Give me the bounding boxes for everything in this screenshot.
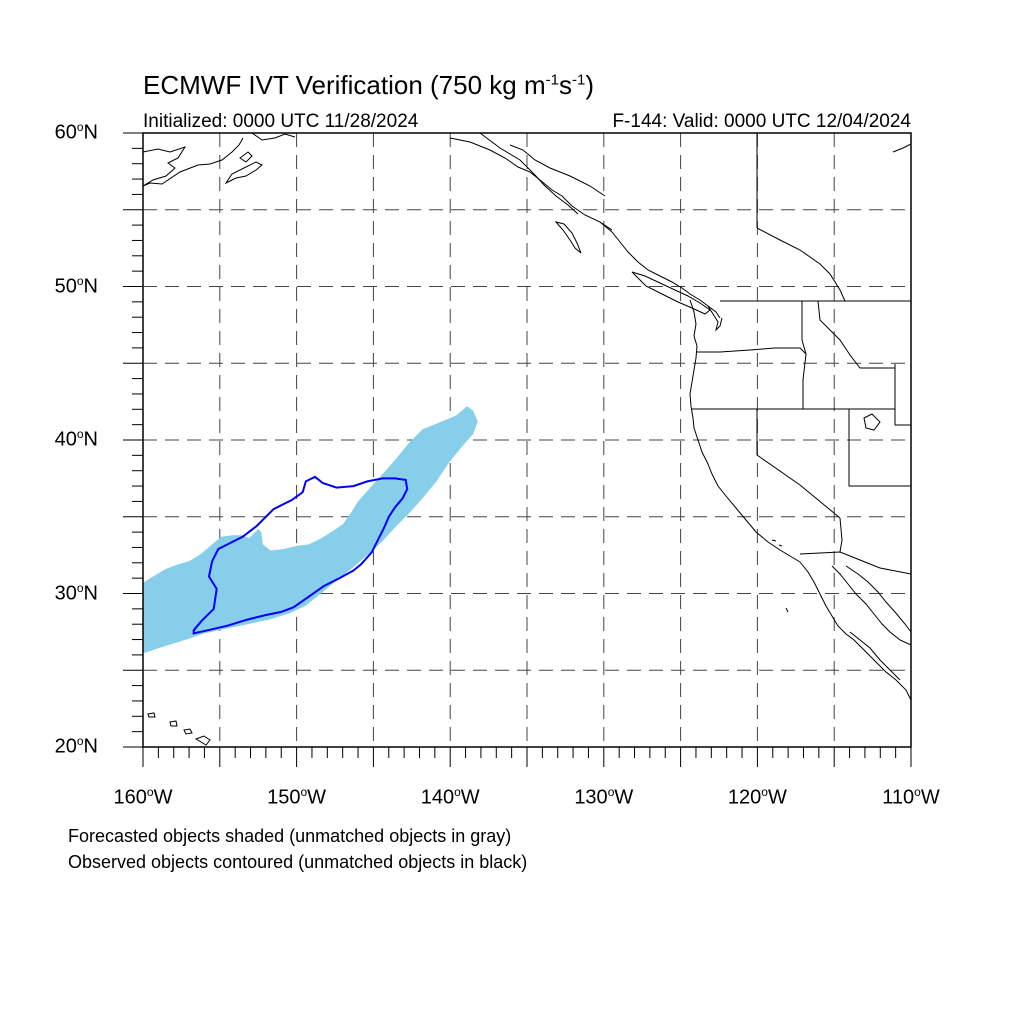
latitude-label: 30oN: [54, 580, 98, 605]
baja-coast: [799, 561, 912, 701]
political-boundaries: [691, 133, 912, 575]
idaho-boundary: [801, 301, 807, 409]
great-salt-lake: [863, 413, 881, 431]
longitude-label: 110oW: [882, 785, 940, 809]
coastlines: [142, 132, 912, 746]
nevada-utah-border: [848, 409, 911, 487]
canada-province-boundary: [756, 227, 846, 302]
alaska-cape: [239, 151, 253, 163]
california-coast: [693, 427, 801, 563]
washington-coast: [689, 299, 698, 359]
latitude-label: 20oN: [54, 734, 98, 758]
forecast-object-shaded: [143, 406, 478, 654]
longitude-label: 140oW: [420, 785, 480, 809]
wyoming-boundary: [894, 364, 911, 426]
canada-border-alaska: [509, 144, 606, 197]
hawaii-maui: [183, 728, 193, 735]
initialized-label: Initialized: 0000 UTC 11/28/2024: [143, 111, 419, 132]
washington-oregon-border: [696, 347, 807, 355]
haida-gwaii: [554, 221, 582, 254]
latitude-label: 50oN: [54, 273, 98, 298]
kenai-coast: [142, 137, 244, 187]
graticule: [143, 133, 911, 747]
longitude-label: 160oW: [113, 785, 173, 809]
channel-islands: [771, 539, 789, 613]
gulf-of-california: [831, 565, 912, 646]
alaska-inside-passage: [479, 132, 579, 215]
arizona-boundary: [839, 517, 843, 553]
hudson-bay-coast: [892, 143, 912, 153]
hawaii-big-island: [194, 735, 211, 746]
us-mexico-border: [799, 551, 912, 575]
longitude-label: 130oW: [574, 785, 634, 809]
latitude-label: 60oN: [54, 120, 98, 144]
latitude-label: 40oN: [54, 427, 98, 451]
longitude-label: 150oW: [267, 785, 327, 809]
valid-time-label: F-144: Valid: 0000 UTC 12/04/2024: [612, 111, 911, 132]
caption-forecast: Forecasted objects shaded (unmatched obj…: [68, 826, 512, 846]
puget-sound: [707, 305, 723, 332]
map-frame: [142, 132, 912, 748]
kodiak-island: [224, 161, 263, 185]
alaska-coast: [142, 146, 187, 187]
axis-ticks: [123, 132, 912, 767]
oregon-coast: [689, 357, 697, 429]
bc-coast: [599, 221, 721, 319]
map-title: ECMWF IVT Verification (750 kg m-1s-1): [143, 70, 594, 100]
hawaii-oahu: [169, 720, 178, 727]
caption-observed: Observed objects contoured (unmatched ob…: [68, 852, 528, 872]
california-nevada-border: [756, 409, 841, 519]
hawaii-kauai: [147, 712, 156, 718]
mexico-mainland-coast: [845, 565, 912, 633]
gulf-alaska-coast: [251, 132, 296, 141]
sea-of-cortez-east: [849, 631, 901, 681]
montana-idaho-boundary: [817, 300, 895, 369]
observed-object-contour: [192, 475, 409, 635]
longitude-label: 120oW: [727, 785, 787, 809]
